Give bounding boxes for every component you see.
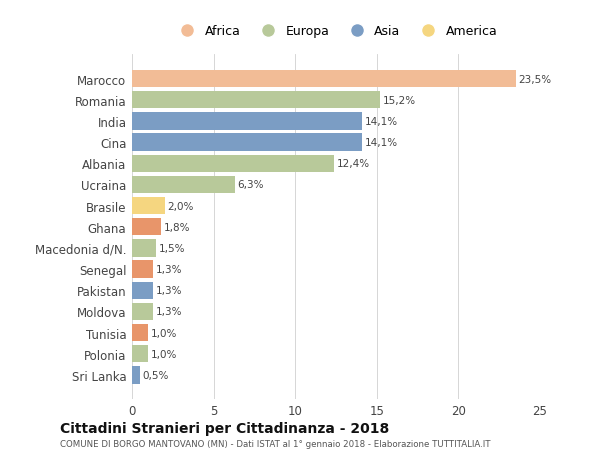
Bar <box>132 303 153 320</box>
Bar <box>132 113 362 130</box>
Text: 1,0%: 1,0% <box>151 328 177 338</box>
Text: 1,3%: 1,3% <box>155 285 182 296</box>
Bar <box>132 324 148 341</box>
Text: 14,1%: 14,1% <box>365 117 398 127</box>
Text: 12,4%: 12,4% <box>337 159 370 169</box>
Bar <box>132 155 334 173</box>
Text: Cittadini Stranieri per Cittadinanza - 2018: Cittadini Stranieri per Cittadinanza - 2… <box>60 421 389 436</box>
Bar <box>132 71 515 88</box>
Text: 0,5%: 0,5% <box>143 370 169 380</box>
Bar <box>132 218 161 236</box>
Bar <box>132 261 153 278</box>
Text: 23,5%: 23,5% <box>518 74 551 84</box>
Bar <box>132 282 153 299</box>
Text: 6,3%: 6,3% <box>237 180 264 190</box>
Text: 1,8%: 1,8% <box>164 222 190 232</box>
Bar <box>132 240 157 257</box>
Bar <box>132 134 362 151</box>
Text: COMUNE DI BORGO MANTOVANO (MN) - Dati ISTAT al 1° gennaio 2018 - Elaborazione TU: COMUNE DI BORGO MANTOVANO (MN) - Dati IS… <box>60 439 491 448</box>
Text: 15,2%: 15,2% <box>383 95 416 106</box>
Text: 2,0%: 2,0% <box>167 201 193 211</box>
Text: 1,0%: 1,0% <box>151 349 177 359</box>
Bar <box>132 366 140 384</box>
Legend: Africa, Europa, Asia, America: Africa, Europa, Asia, America <box>170 20 502 43</box>
Bar <box>132 345 148 363</box>
Text: 14,1%: 14,1% <box>365 138 398 148</box>
Bar <box>132 92 380 109</box>
Text: 1,3%: 1,3% <box>155 307 182 317</box>
Bar <box>132 176 235 194</box>
Bar <box>132 197 164 215</box>
Text: 1,5%: 1,5% <box>159 243 185 253</box>
Text: 1,3%: 1,3% <box>155 264 182 274</box>
